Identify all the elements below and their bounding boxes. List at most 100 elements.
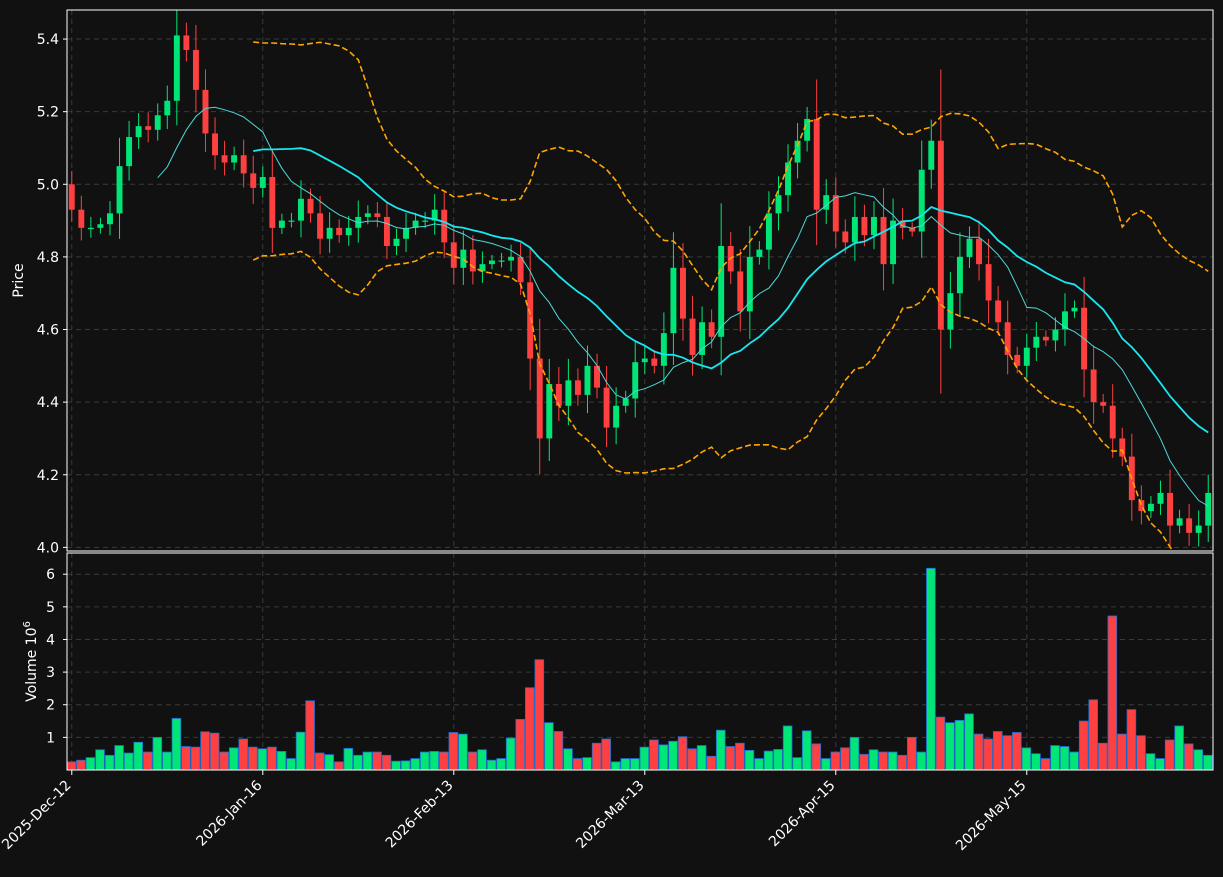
volume-bar	[916, 751, 927, 770]
candle-body	[192, 49, 199, 90]
volume-bar	[821, 758, 831, 770]
volume-bar	[553, 731, 564, 770]
volume-bar	[439, 751, 449, 770]
price-y-tick-label: 4.0	[37, 540, 59, 556]
candle-body	[1195, 525, 1202, 533]
candle-body	[212, 133, 218, 156]
price-y-tick-label: 5.4	[37, 32, 59, 48]
candle-body	[403, 227, 409, 239]
volume-bar	[419, 751, 430, 770]
candle-body	[489, 260, 495, 265]
candle-body	[364, 213, 371, 217]
candle-body	[202, 89, 209, 134]
volume-axis-label-word: Volume	[24, 645, 40, 702]
candle-body	[574, 380, 581, 395]
volume-bar	[333, 761, 344, 770]
candle-body	[498, 260, 505, 262]
candle-body	[288, 220, 295, 222]
candle-body	[412, 220, 419, 228]
candle-body	[823, 195, 830, 210]
price-y-tick-label: 4.8	[37, 250, 59, 266]
volume-bar	[935, 716, 946, 770]
volume-bar	[467, 751, 478, 770]
volume-bar	[1183, 743, 1194, 770]
volume-bar	[544, 722, 554, 770]
candle-body	[259, 177, 266, 188]
volume-bar	[907, 736, 917, 770]
candle-body	[422, 220, 429, 222]
volume-bar	[630, 758, 640, 770]
candle-body	[97, 224, 104, 228]
upper-band-line	[253, 41, 1209, 292]
volume-bar	[763, 750, 774, 770]
volume-y-tick-label: 3	[46, 665, 55, 681]
volume-axis-label: Volume 106	[22, 621, 40, 702]
volume-bar	[228, 747, 239, 770]
volume-bar	[725, 746, 736, 770]
volume-bar	[1021, 747, 1032, 770]
candle-body	[135, 126, 142, 138]
volume-bar	[238, 738, 249, 770]
candle-body	[918, 169, 925, 232]
candle-body	[1023, 347, 1030, 366]
volume-bar	[878, 751, 888, 770]
candle-body	[87, 227, 94, 230]
candle-body	[126, 137, 133, 167]
candle-body	[899, 220, 906, 228]
volume-bar	[410, 758, 420, 770]
candle-body	[660, 333, 667, 366]
volume-bar	[181, 746, 191, 770]
candle-body	[536, 358, 543, 439]
x-tick-label: 2026-Feb-13	[383, 778, 457, 852]
volume-bar	[1126, 709, 1137, 770]
candle-body	[450, 242, 457, 268]
volume-bar	[1117, 733, 1127, 770]
candle-body	[78, 209, 85, 228]
candle-body	[527, 282, 534, 359]
candle-body	[1109, 405, 1116, 439]
volume-bar	[267, 746, 277, 770]
price-panel-frame	[66, 9, 1214, 552]
candle-body	[718, 246, 725, 337]
candle-body	[565, 380, 572, 406]
volume-bar	[782, 725, 793, 770]
volume-bar	[534, 659, 545, 770]
candle-body	[431, 209, 438, 221]
volume-bar	[964, 713, 974, 770]
volume-bar	[85, 757, 96, 770]
volume-y-tick-label: 2	[46, 698, 55, 714]
volume-bar	[505, 737, 516, 770]
candle-body	[307, 198, 314, 214]
candle-body	[632, 362, 639, 399]
volume-bar	[992, 731, 1003, 770]
volume-bar	[639, 746, 650, 770]
candle-body	[1205, 492, 1212, 526]
volume-bar	[582, 757, 592, 770]
candle-body	[851, 216, 858, 243]
volume-bar	[362, 751, 373, 770]
candle-body	[708, 322, 715, 337]
candle-body	[928, 140, 935, 170]
volume-bar	[286, 758, 296, 770]
volume-bar	[658, 744, 669, 770]
volume-bar	[381, 754, 392, 770]
volume-bar	[1012, 732, 1022, 770]
volume-y-tick-label: 6	[46, 567, 55, 583]
volume-bar	[248, 746, 258, 770]
volume-bar	[305, 700, 315, 770]
volume-bar	[811, 743, 822, 770]
volume-panel-frame	[66, 552, 1214, 771]
candle-body	[154, 115, 161, 130]
volume-bar	[1002, 735, 1013, 770]
volume-bar	[391, 760, 401, 770]
volume-bar	[1050, 745, 1060, 770]
volume-bar	[257, 748, 268, 770]
candle-body	[651, 358, 658, 366]
candle-body	[584, 365, 591, 395]
volume-bar	[1088, 699, 1098, 770]
volume-bar	[1069, 751, 1079, 770]
volume-bar	[1155, 758, 1165, 770]
volume-bar	[1174, 725, 1184, 770]
volume-axis-label-power: 6	[22, 621, 33, 627]
